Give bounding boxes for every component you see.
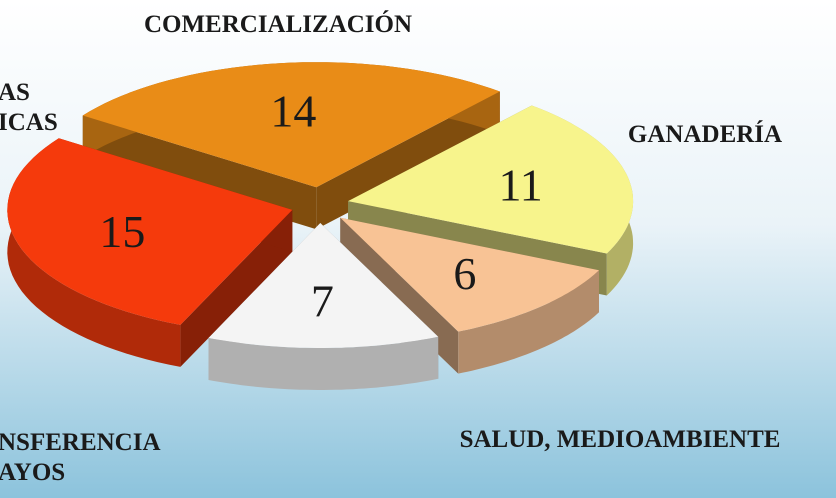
slice-side [7,138,181,367]
slice [348,105,634,254]
slice [340,217,599,332]
value-label: 7 [311,275,334,326]
category-line: COMERCIALIZACIÓN [144,10,412,38]
slice-side [208,336,439,390]
category-line: SALUD, MEDIOAMBIENTE [460,426,781,453]
category-label: AS ICAS [0,79,58,136]
category-line: AYOS [0,459,65,486]
slice [82,62,500,188]
category-label: GANADERÍA [628,120,782,148]
category-line: NSFERENCIA [0,429,161,456]
category-label: SALUD, MEDIOAMBIENTE [460,426,781,453]
value-label: 6 [453,248,476,299]
slice [208,223,439,348]
category-line: GANADERÍA [628,120,782,148]
category-line: ICAS [0,109,58,136]
category-label: NSFERENCIA AYOS [0,429,161,486]
category-line: AS [0,79,30,106]
value-label: 15 [99,206,145,257]
slice-wall [180,209,293,367]
slice-side [458,270,599,374]
value-label: 11 [498,159,542,210]
slice [7,138,293,325]
value-label: 14 [270,85,316,136]
category-label: COMERCIALIZACIÓN [144,10,412,38]
